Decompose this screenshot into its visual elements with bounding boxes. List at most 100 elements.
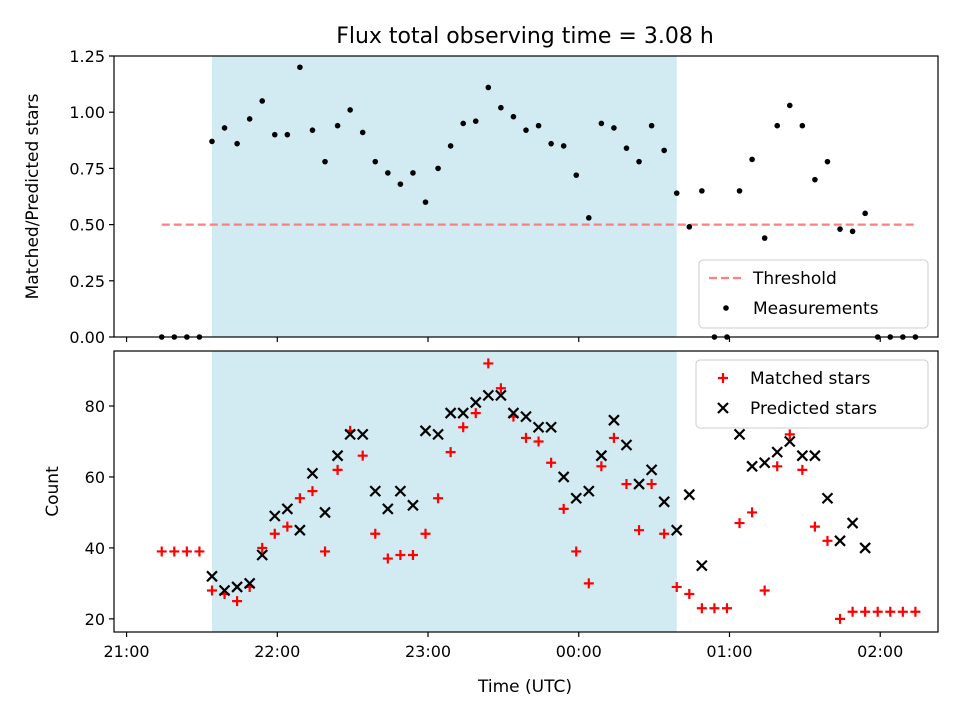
- matched-star-point: [583, 578, 594, 589]
- matched-star-point: [696, 603, 707, 614]
- predicted-star-point: [683, 488, 696, 501]
- matched-star-point: [206, 585, 217, 596]
- observing-window-shade: [211, 351, 677, 632]
- x-tick-label: 22:00: [254, 642, 300, 661]
- legend-label: Measurements: [753, 299, 879, 319]
- measurement-point: [699, 188, 705, 194]
- measurement-point: [472, 118, 479, 124]
- legend-measurement-swatch: [723, 305, 729, 311]
- predicted-star-point: [331, 449, 344, 462]
- measurement-point: [523, 127, 529, 133]
- matched-star-point: [169, 546, 180, 557]
- matched-star-point: [194, 546, 205, 557]
- matched-star-point: [495, 383, 506, 394]
- predicted-star-point: [218, 584, 231, 597]
- measurement-point: [447, 143, 454, 149]
- legend-label: Matched stars: [750, 369, 870, 389]
- measurement-point: [812, 176, 818, 183]
- measurement-point: [234, 140, 240, 147]
- matched-star-point: [269, 528, 280, 539]
- predicted-star-point: [834, 535, 846, 547]
- predicted-star-point: [620, 439, 633, 451]
- measurement-point: [221, 125, 228, 131]
- predicted-star-point: [557, 471, 570, 483]
- matched-star-point: [835, 613, 846, 624]
- predicted-star-point: [532, 421, 545, 434]
- matched-star-point: [320, 546, 331, 557]
- matched-star-point: [596, 461, 607, 472]
- x-tick-label: 02:00: [857, 642, 903, 661]
- predicted-star-point: [306, 467, 319, 480]
- measurement-point: [322, 158, 328, 165]
- y-tick-label: 1.00: [69, 103, 105, 122]
- measurement-point: [498, 104, 504, 111]
- matched-star-point: [897, 606, 908, 617]
- matched-star-point: [407, 550, 418, 561]
- predicted-star-point: [846, 517, 859, 529]
- matched-star-point: [797, 464, 808, 475]
- predicted-star-point: [206, 570, 218, 583]
- x-tick-label: 00:00: [556, 642, 602, 661]
- predicted-star-point: [696, 559, 708, 572]
- measurement-point: [209, 138, 215, 145]
- predicted-star-point: [243, 577, 256, 590]
- matched-star-point: [370, 528, 381, 539]
- matched-star-point: [558, 503, 569, 514]
- measurement-point: [824, 158, 831, 165]
- measurement-point: [246, 116, 253, 122]
- matched-star-point: [772, 461, 783, 472]
- predicted-star-point: [495, 389, 507, 402]
- legend-label: Threshold: [752, 269, 837, 289]
- measurement-point: [586, 215, 592, 221]
- predicted-star-point: [444, 407, 457, 419]
- matched-star-point: [521, 432, 531, 443]
- matched-star-point: [156, 546, 167, 557]
- legend: Threshold Measurements: [698, 259, 929, 329]
- predicted-star-point: [796, 449, 809, 462]
- predicted-star-point: [419, 425, 432, 437]
- measurement-point: [837, 226, 843, 232]
- matched-star-point: [470, 408, 481, 419]
- matched-star-point: [282, 521, 293, 532]
- measurement-point: [284, 131, 291, 138]
- matched-star-point: [872, 606, 883, 617]
- y-axis-label: Matched/Predicted stars: [23, 93, 43, 299]
- measurement-point: [309, 127, 316, 133]
- matched-star-point: [445, 447, 456, 458]
- predicted-star-point: [394, 485, 407, 497]
- matched-star-point: [671, 581, 682, 592]
- predicted-star-point: [256, 549, 268, 561]
- measurement-point: [761, 235, 768, 241]
- legend-box: [695, 359, 929, 429]
- measurement-point: [598, 120, 605, 127]
- predicted-star-point: [369, 485, 382, 497]
- predicted-star-point: [507, 407, 520, 419]
- measurement-point: [334, 122, 341, 129]
- predicted-star-point: [520, 410, 532, 423]
- matched-star-point: [709, 603, 720, 614]
- predicted-star-point: [319, 506, 331, 519]
- measurement-point: [736, 188, 743, 194]
- measurement-point: [623, 145, 630, 151]
- predicted-star-point: [821, 492, 834, 505]
- predicted-star-point: [670, 524, 683, 536]
- x-tick-label: 01:00: [706, 642, 752, 661]
- matched-star-point: [332, 464, 343, 475]
- measurement-point: [862, 210, 868, 217]
- matched-star-point: [659, 528, 670, 539]
- matched-star-point: [621, 479, 632, 490]
- matched-star-point: [646, 479, 657, 490]
- measurement-point: [648, 122, 655, 129]
- top-panel: 0.00 0.25 0.50 0.75 1.00 1.25 Matched/Predicte…: [23, 47, 939, 347]
- matched-star-point: [759, 585, 770, 596]
- measurement-point: [611, 125, 617, 131]
- predicted-star-point: [809, 449, 821, 462]
- predicted-star-point: [758, 456, 771, 469]
- matched-star-point: [684, 589, 695, 600]
- measurement-point: [799, 122, 806, 129]
- predicted-star-point: [469, 396, 482, 409]
- y-tick-label: 20: [85, 610, 105, 629]
- predicted-star-point: [407, 499, 419, 512]
- y-axis-label: Count: [43, 466, 63, 517]
- measurement-point: [385, 170, 391, 176]
